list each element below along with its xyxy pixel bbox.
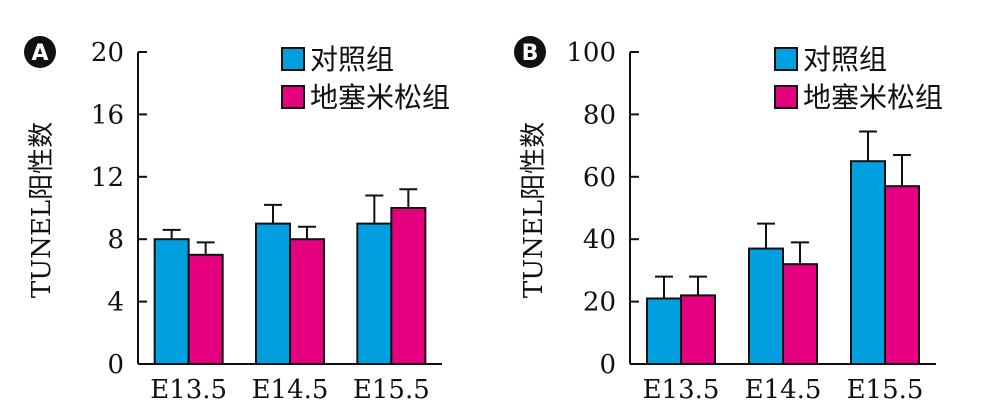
p0-x-tick-label: E13.5 (150, 375, 227, 405)
p1-bar (884, 185, 920, 365)
p0-bar (255, 222, 291, 365)
p1-y-tick-label: 80 (583, 100, 616, 130)
p1-x-tick-label: E13.5 (643, 375, 720, 405)
panel-b-letter: B (522, 41, 539, 66)
p0-legend-label: 对照组 (310, 43, 394, 76)
p1-bar (646, 297, 682, 366)
p0-legend-swatch (281, 47, 305, 71)
p0-bar (153, 238, 190, 365)
p1-legend-swatch (774, 85, 798, 109)
p1-legend-label: 地塞米松组 (803, 81, 943, 114)
p1-y-tick-label: 20 (583, 288, 616, 318)
p1-y-tick-label: 0 (599, 350, 616, 380)
p0-y-tick-label: 12 (91, 163, 124, 193)
p0-x-tick-label: E15.5 (353, 375, 430, 405)
p1-y-tick-label: 100 (566, 38, 616, 68)
panel-a-ylabel: TUNEL阳性数 (27, 122, 57, 298)
panel-b: B TUNEL阳性数 0 20 40 60 80 100 E13.5 E14.5 E15.5 对照… (514, 36, 943, 405)
panel-b-badge (514, 36, 546, 68)
panel-a: A TUNEL阳性数 0 4 8 12 16 20 E13.5 E14.5 E15.5 对照组地塞… (24, 36, 450, 405)
p1-y-tick-label: 60 (583, 163, 616, 193)
p1-bar (782, 263, 818, 365)
panel-a-badge (24, 36, 56, 68)
p0-bar (356, 222, 393, 365)
panel-b-ylabel: TUNEL阳性数 (519, 122, 549, 298)
p0-bar (390, 207, 427, 365)
p0-y-tick-label: 16 (91, 100, 124, 130)
p1-x-tick-label: E15.5 (847, 375, 924, 405)
p0-x-tick-label: E14.5 (252, 375, 329, 405)
p0-bar (187, 253, 224, 365)
p0-y-tick-label: 8 (107, 225, 124, 255)
p1-bar (680, 294, 716, 365)
p0-y-tick-label: 20 (91, 38, 124, 68)
p1-bar (850, 160, 886, 365)
p0-bar (289, 238, 325, 365)
p1-legend-label: 对照组 (803, 43, 887, 76)
p0-y-tick-label: 4 (107, 288, 124, 318)
p0-y-tick-label: 0 (107, 350, 124, 380)
p1-bar (748, 247, 784, 365)
p1-x-tick-label: E14.5 (745, 375, 822, 405)
panel-a-letter: A (31, 41, 48, 66)
p0-legend-swatch (281, 85, 305, 109)
p1-y-tick-label: 40 (583, 225, 616, 255)
p1-legend-swatch (774, 47, 798, 71)
p0-legend-label: 地塞米松组 (310, 81, 450, 114)
